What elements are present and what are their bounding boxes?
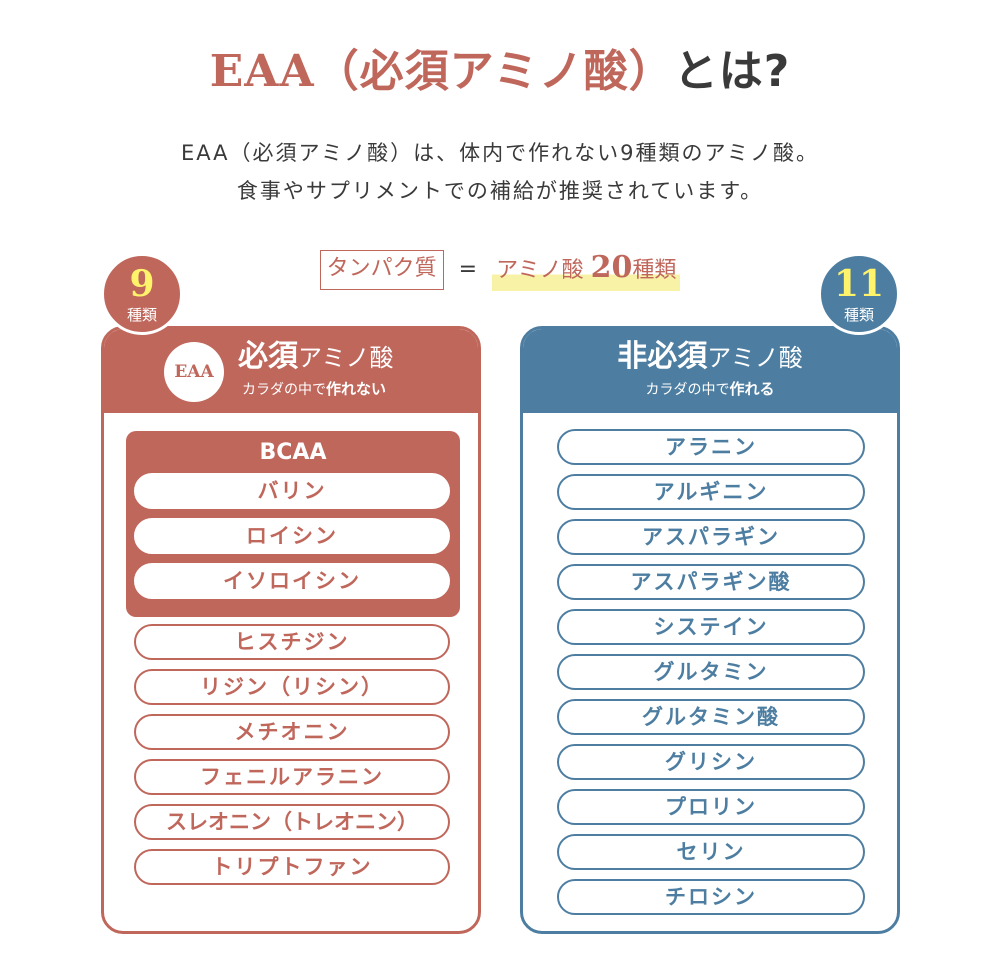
essential-item-methionine: メチオニン bbox=[134, 714, 450, 750]
title-rest: とは? bbox=[673, 46, 791, 97]
protein-equation: タンパク質 = アミノ酸 20種類 bbox=[0, 248, 1000, 291]
nonessential-count-label: 種類 bbox=[843, 306, 874, 324]
essential-subtitle-bold: 作れない bbox=[326, 380, 387, 398]
nonessential-title: 非必須アミノ酸 bbox=[523, 337, 897, 378]
description: EAA（必須アミノ酸）は、体内で作れない9種類のアミノ酸。 食事やサプリメントで… bbox=[0, 134, 1000, 210]
amino-acid-total: アミノ酸 20種類 bbox=[492, 248, 681, 291]
essential-title-main: 必須 bbox=[238, 339, 298, 374]
nonessential-count: 11 bbox=[833, 263, 885, 305]
page-title: EAA（必須アミノ酸）とは? bbox=[0, 42, 1000, 102]
essential-item-threonine: スレオニン（トレオニン） bbox=[134, 804, 450, 840]
bcaa-group: BCAA バリン ロイシン イソロイシン bbox=[126, 431, 460, 617]
essential-subtitle-prefix: カラダの中で bbox=[242, 382, 326, 398]
nonessential-item-glycine: グリシン bbox=[557, 744, 865, 780]
essential-item-tryptophan: トリプトファン bbox=[134, 849, 450, 885]
title-accent: EAA（必須アミノ酸） bbox=[209, 46, 674, 97]
nonessential-title-small: アミノ酸 bbox=[707, 344, 803, 372]
essential-item-phenylalanine: フェニルアラニン bbox=[134, 759, 450, 795]
nonessential-item-glutamic-acid: グルタミン酸 bbox=[557, 699, 865, 735]
nonessential-item-arginine: アルギニン bbox=[557, 474, 865, 510]
nonessential-item-serine: セリン bbox=[557, 834, 865, 870]
nonessential-subtitle-prefix: カラダの中で bbox=[645, 382, 730, 398]
nonessential-item-aspartic-acid: アスパラギン酸 bbox=[557, 564, 865, 600]
amino-total-suffix: 種類 bbox=[632, 258, 677, 283]
essential-title-small: アミノ酸 bbox=[298, 344, 394, 372]
nonessential-title-main: 非必須 bbox=[617, 339, 708, 374]
bcaa-item-leucine: ロイシン bbox=[134, 518, 450, 554]
nonessential-subtitle-bold: 作れる bbox=[729, 380, 775, 398]
essential-count-label: 種類 bbox=[126, 306, 157, 324]
description-line-2: 食事やサプリメントでの補給が推奨されています。 bbox=[236, 179, 764, 203]
nonessential-subtitle: カラダの中で作れる bbox=[523, 379, 897, 400]
essential-item-histidine: ヒスチジン bbox=[134, 624, 450, 660]
essential-panel: EAA 必須アミノ酸 カラダの中で作れない BCAA バリン ロイシン イソロイ… bbox=[101, 326, 481, 934]
essential-title: 必須アミノ酸 bbox=[238, 337, 394, 378]
essential-subtitle: カラダの中で作れない bbox=[242, 379, 386, 400]
eaa-badge: EAA bbox=[164, 342, 224, 402]
nonessential-item-proline: プロリン bbox=[557, 789, 865, 825]
nonessential-item-asparagine: アスパラギン bbox=[557, 519, 865, 555]
nonessential-item-glutamine: グルタミン bbox=[557, 654, 865, 690]
bcaa-label: BCAA bbox=[259, 440, 327, 465]
nonessential-item-alanine: アラニン bbox=[557, 429, 865, 465]
nonessential-item-tyrosine: チロシン bbox=[557, 879, 865, 915]
essential-count-bubble: 9 種類 bbox=[101, 253, 183, 335]
amino-total-number: 20 bbox=[590, 250, 633, 285]
essential-item-lysine: リジン（リシン） bbox=[134, 669, 450, 705]
protein-label: タンパク質 bbox=[319, 249, 444, 290]
nonessential-header: 非必須アミノ酸 カラダの中で作れる bbox=[523, 329, 897, 413]
essential-header: EAA 必須アミノ酸 カラダの中で作れない bbox=[104, 329, 478, 413]
essential-count: 9 bbox=[129, 263, 155, 305]
nonessential-count-bubble: 11 種類 bbox=[818, 253, 900, 335]
nonessential-item-cysteine: システイン bbox=[557, 609, 865, 645]
bcaa-item-isoleucine: イソロイシン bbox=[134, 563, 450, 599]
amino-total-prefix: アミノ酸 bbox=[496, 258, 584, 283]
bcaa-item-valine: バリン bbox=[134, 473, 450, 509]
equals-sign: = bbox=[458, 256, 478, 282]
description-line-1: EAA（必須アミノ酸）は、体内で作れない9種類のアミノ酸。 bbox=[180, 141, 820, 165]
nonessential-panel: 非必須アミノ酸 カラダの中で作れる アラニン アルギニン アスパラギン アスパラ… bbox=[520, 326, 900, 934]
